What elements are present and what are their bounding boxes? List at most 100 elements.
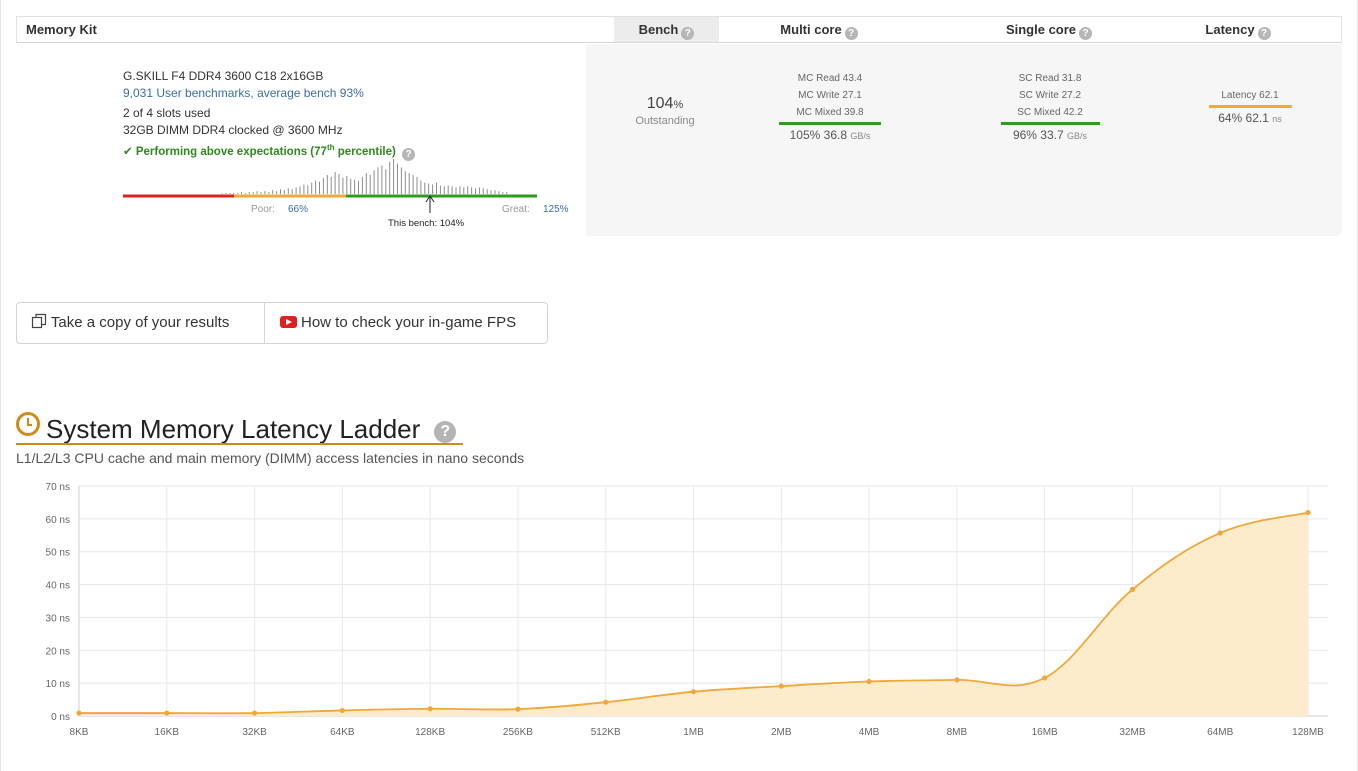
x-tick-label: 32MB bbox=[1119, 727, 1145, 738]
latency-results: Latency 62.1 64% 62.1 ns bbox=[1190, 87, 1310, 128]
data-point bbox=[690, 689, 697, 695]
copy-results-label: Take a copy of your results bbox=[50, 314, 230, 331]
latency-line bbox=[79, 511, 1309, 715]
bench-score-value: 104 bbox=[646, 95, 674, 112]
check-icon: ✔ bbox=[123, 145, 133, 158]
x-tick-label: 16KB bbox=[155, 727, 180, 738]
user-benchmarks-link[interactable]: 9,031 User benchmarks, average bench 93% bbox=[123, 86, 364, 100]
data-point bbox=[866, 678, 872, 685]
data-point bbox=[339, 707, 345, 714]
performance-prefix: Performing above expectations (77 bbox=[135, 145, 327, 158]
poor-label: Poor: bbox=[251, 204, 275, 215]
help-icon[interactable]: ? bbox=[681, 27, 695, 40]
x-tick-label: 128MB bbox=[1292, 727, 1324, 738]
performance-suffix: percentile) bbox=[334, 145, 396, 158]
section-title-text: System Memory Latency Ladder bbox=[46, 414, 421, 444]
y-tick-label: 60 ns bbox=[46, 515, 70, 526]
kit-info: G.SKILL F4 DDR4 3600 C18 2x16GB 9,031 Us… bbox=[123, 68, 416, 161]
x-tick-label: 32KB bbox=[242, 727, 267, 738]
x-tick-label: 4MB bbox=[859, 727, 880, 738]
data-point bbox=[1217, 530, 1223, 536]
help-icon[interactable]: ? bbox=[1079, 27, 1093, 40]
y-tick-label: 70 ns bbox=[46, 482, 70, 493]
x-tick-label: 16MB bbox=[1032, 727, 1058, 738]
latency-value-label: Latency 62.1 bbox=[1221, 90, 1279, 101]
data-point bbox=[1129, 586, 1136, 593]
x-tick-label: 8MB bbox=[947, 727, 968, 738]
sc-summary-value: 96% 33.7 bbox=[1012, 128, 1064, 142]
multi-core-results: MC Read 43.4 MC Write 27.1 MC Mixed 39.8… bbox=[770, 70, 890, 145]
help-icon[interactable]: ? bbox=[402, 147, 416, 161]
mc-summary-value: 105% 36.8 bbox=[789, 128, 848, 142]
y-tick-label: 40 ns bbox=[46, 581, 70, 592]
action-buttons: Take a copy of your results How to check… bbox=[16, 302, 548, 344]
memory-config: 32GB DIMM DDR4 clocked @ 3600 MHz bbox=[123, 123, 343, 137]
great-value: 125% bbox=[543, 204, 569, 215]
y-tick-label: 50 ns bbox=[46, 548, 70, 559]
check-fps-label: How to check your in-game FPS bbox=[301, 314, 517, 331]
latency-header[interactable]: Latency? bbox=[1179, 17, 1297, 42]
great-label: Great: bbox=[502, 204, 530, 215]
mc-summary: 105% 36.8 GB/s bbox=[770, 127, 890, 145]
y-tick-label: 0 ns bbox=[51, 712, 70, 723]
bench-header[interactable]: Bench? bbox=[614, 17, 719, 42]
multi-core-header[interactable]: Multi core? bbox=[719, 17, 919, 42]
latency-summary-value: 64% 62.1 bbox=[1218, 111, 1269, 125]
data-point bbox=[778, 683, 784, 689]
x-tick-label: 256KB bbox=[503, 727, 533, 738]
clock-icon bbox=[16, 412, 40, 436]
poor-value: 66% bbox=[288, 204, 308, 215]
section-title: System Memory Latency Ladder? bbox=[16, 412, 457, 445]
help-icon[interactable]: ? bbox=[844, 27, 858, 40]
data-point bbox=[603, 699, 609, 705]
x-tick-label: 2MB bbox=[771, 727, 792, 738]
check-fps-button[interactable]: How to check your in-game FPS bbox=[280, 303, 516, 343]
button-divider bbox=[264, 303, 265, 343]
histogram-bars bbox=[221, 158, 508, 194]
x-tick-label: 128KB bbox=[415, 727, 445, 738]
results-panel bbox=[586, 44, 1342, 236]
help-icon[interactable]: ? bbox=[1257, 27, 1271, 40]
x-tick-label: 8KB bbox=[70, 727, 89, 738]
mc-score-bar bbox=[779, 122, 881, 125]
help-icon[interactable]: ? bbox=[434, 421, 457, 443]
copy-icon bbox=[31, 313, 47, 329]
youtube-icon bbox=[280, 316, 297, 328]
latency-score-bar bbox=[1208, 105, 1292, 108]
bench-header-label: Bench bbox=[638, 22, 679, 37]
latency-area bbox=[79, 512, 1308, 716]
page-border-left bbox=[0, 0, 1, 771]
data-point bbox=[251, 710, 258, 716]
this-bench-label: This bench: 104% bbox=[388, 218, 465, 229]
data-point bbox=[1042, 675, 1048, 681]
y-tick-label: 10 ns bbox=[46, 679, 70, 690]
x-tick-label: 512KB bbox=[591, 727, 621, 738]
multi-core-header-label: Multi core bbox=[780, 22, 842, 37]
single-core-results: SC Read 31.8 SC Write 27.2 SC Mixed 42.2… bbox=[990, 70, 1110, 145]
y-axis-labels: 0 ns 10 ns 20 ns 30 ns 40 ns 50 ns 60 ns 70 ns bbox=[46, 482, 70, 723]
bench-score-unit: % bbox=[673, 99, 684, 111]
mc-read: MC Read 43.4 bbox=[797, 73, 863, 84]
data-point bbox=[954, 677, 960, 683]
benchmark-distribution: Poor: 66% Great: 125% This bench: 104% bbox=[123, 158, 569, 229]
data-point bbox=[427, 706, 433, 712]
copy-results-button[interactable]: Take a copy of your results bbox=[31, 303, 229, 343]
mc-write: MC Write 27.1 bbox=[798, 90, 862, 101]
latency-summary-unit: ns bbox=[1272, 114, 1282, 124]
y-tick-label: 30 ns bbox=[46, 613, 70, 624]
x-tick-label: 64KB bbox=[330, 727, 355, 738]
sc-write: SC Write 27.2 bbox=[1018, 90, 1082, 101]
sc-score-bar bbox=[1000, 122, 1100, 125]
performance-status: ✔ Performing above expectations (77th pe… bbox=[123, 139, 416, 161]
memory-kit-header: Memory Kit bbox=[26, 22, 97, 37]
mc-summary-unit: GB/s bbox=[850, 131, 871, 141]
bench-score: 104% bbox=[625, 95, 705, 113]
performance-sup: th bbox=[326, 143, 335, 152]
latency-header-label: Latency bbox=[1205, 22, 1255, 37]
single-core-header[interactable]: Single core? bbox=[919, 17, 1179, 42]
sc-summary-unit: GB/s bbox=[1067, 131, 1088, 141]
data-point bbox=[164, 710, 170, 716]
bench-rating: Outstanding bbox=[635, 115, 695, 127]
x-axis-labels: 8KB 16KB 32KB 64KB 128KB 256KB 512KB 1MB 2MB 4MB 8… bbox=[70, 727, 1325, 738]
